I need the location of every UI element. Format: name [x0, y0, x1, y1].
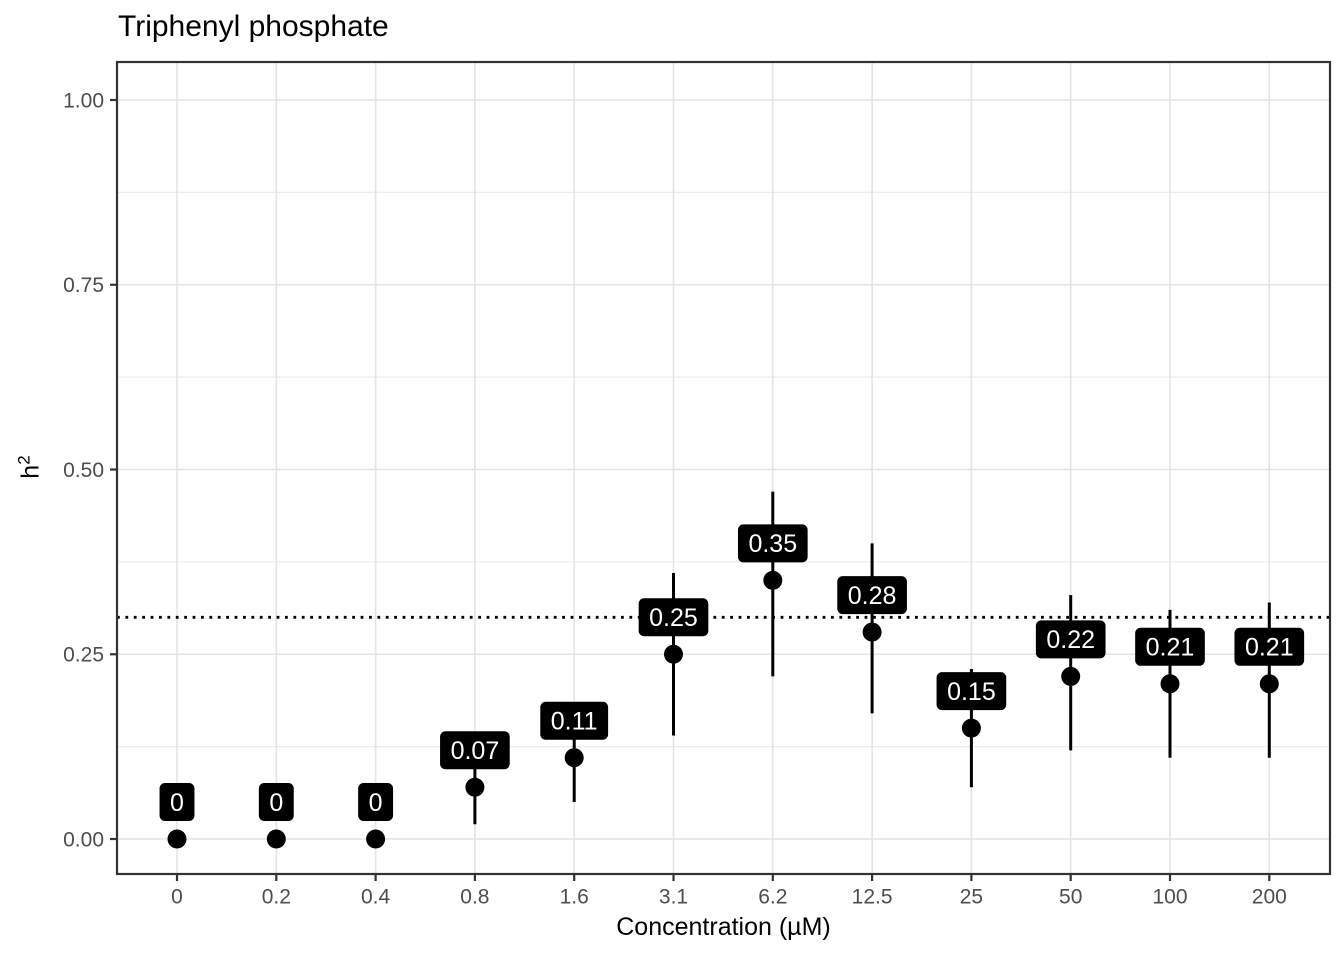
point-label-box: [837, 576, 907, 615]
x-tick-label: 3.1: [659, 885, 688, 908]
y-axis-title-superscript: 2: [14, 455, 34, 465]
x-tick-label: 0.8: [460, 885, 489, 908]
point-label-box: [1135, 627, 1205, 666]
data-point: [1259, 674, 1279, 694]
x-tick-label: 100: [1152, 885, 1187, 908]
x-tick-label: 25: [960, 885, 983, 908]
point-label-text: 0.15: [947, 678, 996, 706]
point-label-box: [540, 701, 609, 740]
point-label-text: 0.21: [1146, 634, 1195, 662]
point-label-text: 0.11: [551, 707, 598, 735]
point-label-box: [1234, 627, 1305, 666]
point-label-text: 0: [170, 789, 184, 817]
point-label-text: 0.25: [649, 604, 698, 632]
y-tick-label: 0.00: [63, 828, 104, 851]
point-label-text: 0.22: [1046, 626, 1095, 654]
x-tick-label: 1.6: [560, 885, 589, 908]
data-point: [961, 718, 981, 738]
point-label-box: [737, 524, 808, 563]
data-point: [266, 829, 286, 849]
x-tick-label: 0.4: [361, 885, 391, 908]
data-point: [366, 829, 386, 849]
x-tick-label: 50: [1059, 885, 1082, 908]
point-label-text: 0.21: [1245, 634, 1294, 662]
data-point: [1061, 666, 1081, 686]
plot-title: Triphenyl phosphate: [118, 10, 389, 43]
data-point: [465, 777, 485, 797]
point-label-box: [638, 598, 709, 637]
x-tick-label: 6.2: [758, 885, 787, 908]
panel-border: [115, 60, 1332, 876]
point-label-text: 0: [269, 789, 283, 817]
y-tick-label: 0.25: [63, 644, 104, 667]
data-point: [167, 829, 187, 849]
point-label-box: [358, 783, 394, 821]
y-tick-label: 1.00: [63, 89, 104, 112]
data-point: [763, 570, 783, 590]
x-tick-label: 200: [1252, 885, 1287, 908]
x-tick-label: 0.2: [262, 885, 291, 908]
y-tick-label: 0.75: [63, 274, 104, 297]
data-point: [862, 622, 882, 642]
point-label-box: [936, 672, 1007, 711]
point-label-box: [440, 731, 510, 770]
point-label-box: [258, 783, 294, 821]
x-axis-title: Concentration (µM): [616, 913, 831, 941]
data-point: [564, 748, 584, 768]
point-label-text: 0.35: [748, 530, 797, 558]
point-label-box: [159, 783, 195, 821]
data-point: [1160, 674, 1180, 694]
y-axis-title: h2: [14, 455, 45, 478]
y-axis-title-base: h: [16, 464, 45, 479]
data-point: [664, 644, 683, 664]
point-label-text: 0: [369, 789, 383, 817]
x-tick-label: 0: [171, 885, 183, 908]
x-tick-label: 12.5: [852, 885, 893, 908]
y-tick-label: 0.50: [63, 459, 104, 482]
point-label-text: 0.07: [451, 737, 500, 765]
point-label-text: 0.28: [848, 582, 897, 610]
point-label-box: [1035, 620, 1106, 659]
